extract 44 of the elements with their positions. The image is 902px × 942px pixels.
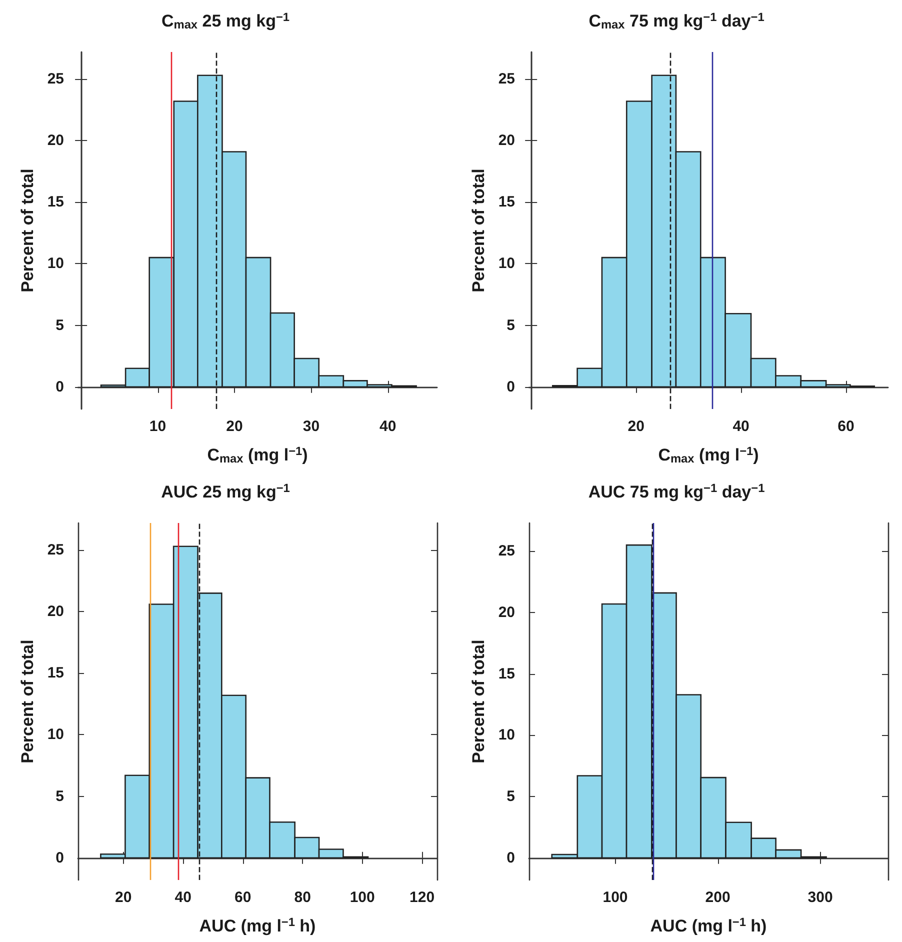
y-tick-label: 20	[47, 132, 64, 150]
x-tick-label: 60	[234, 889, 252, 906]
y-axis-title: Percent of total	[469, 640, 488, 764]
y-axis-title: Percent of total	[469, 168, 488, 292]
y-tick-label: 10	[498, 726, 515, 744]
y-tick-label: 20	[498, 132, 515, 150]
y-tick-label: 5	[506, 316, 515, 334]
x-tick-label: 20	[226, 418, 243, 435]
x-tick-label: 80	[294, 889, 311, 906]
y-tick-label: 15	[498, 665, 515, 682]
y-tick-label: 10	[47, 255, 64, 272]
x-tick-label: 40	[380, 418, 396, 435]
x-tick-label: 30	[302, 418, 320, 435]
y-tick-label: 0	[506, 849, 515, 866]
x-tick-label: 60	[838, 418, 854, 435]
y-tick-label: 0	[506, 378, 515, 396]
y-axis-title: Percent of total	[18, 640, 37, 764]
y-tick-label: 15	[498, 194, 515, 211]
x-tick-label: 10	[149, 418, 166, 435]
y-tick-label: 20	[498, 604, 515, 622]
x-tick-label: 120	[410, 889, 435, 906]
y-tick-label: 25	[47, 70, 64, 88]
y-tick-label: 25	[498, 542, 515, 560]
x-tick-label: 20	[115, 889, 132, 906]
x-tick-label: 100	[350, 889, 375, 906]
y-tick-label: 5	[56, 316, 64, 334]
y-tick-label: 15	[47, 664, 64, 682]
x-tick-label: 200	[705, 889, 730, 906]
x-tick-label: 20	[628, 418, 644, 435]
y-tick-label: 15	[47, 194, 64, 211]
y-tick-label: 10	[47, 726, 64, 744]
x-tick-label: 100	[602, 889, 628, 906]
x-tick-label: 300	[808, 889, 833, 906]
y-tick-label: 0	[56, 849, 64, 866]
y-axis-title: Percent of total	[18, 168, 37, 292]
y-tick-label: 5	[506, 788, 515, 806]
y-tick-label: 10	[498, 255, 515, 272]
y-tick-label: 25	[47, 542, 64, 559]
y-tick-label: 0	[56, 378, 64, 396]
y-tick-label: 20	[47, 603, 64, 620]
y-tick-label: 5	[56, 788, 64, 805]
x-tick-label: 40	[732, 418, 750, 435]
y-tick-label: 25	[498, 70, 515, 88]
x-tick-label: 40	[174, 889, 192, 906]
